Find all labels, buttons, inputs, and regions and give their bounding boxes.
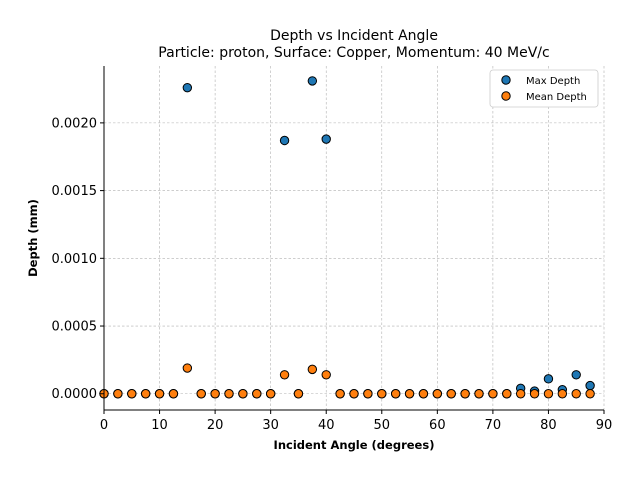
y-tick-label: 0.0015 — [52, 184, 98, 199]
data-point — [154, 389, 165, 399]
data-point — [279, 370, 290, 380]
data-point — [571, 389, 581, 399]
data-point — [307, 76, 318, 86]
data-point — [335, 389, 345, 399]
data-point — [307, 364, 318, 375]
data-point — [404, 389, 415, 399]
x-tick-label: 90 — [596, 418, 613, 433]
legend: Max Depth Mean Depth — [489, 69, 599, 108]
data-point — [349, 389, 359, 399]
data-point — [279, 135, 290, 146]
series-mean-depth — [99, 363, 595, 399]
x-tick-label: 30 — [262, 418, 279, 433]
data-point — [196, 389, 206, 399]
data-point — [418, 389, 429, 399]
data-point — [238, 389, 248, 399]
data-point — [168, 389, 179, 399]
x-tick-label: 60 — [429, 418, 446, 433]
data-point — [460, 389, 470, 399]
y-tick-label: 0.0010 — [52, 252, 98, 267]
y-tick-label: 0.0000 — [52, 387, 98, 402]
y-ticks: 0.0000 0.0005 0.0010 0.0015 0.0020 — [52, 116, 104, 402]
x-tick-label: 70 — [485, 418, 502, 433]
data-point — [182, 82, 193, 93]
data-point — [557, 389, 568, 399]
x-tick-label: 50 — [374, 418, 391, 433]
data-point — [293, 389, 304, 399]
data-point — [363, 389, 373, 399]
data-point — [432, 389, 443, 399]
data-point — [529, 389, 540, 399]
data-point — [390, 389, 401, 399]
data-points — [99, 76, 595, 399]
data-point — [585, 380, 595, 391]
y-axis-label: Depth (mm) — [26, 199, 40, 277]
data-point — [488, 389, 498, 399]
chart-subtitle: Particle: proton, Surface: Copper, Momen… — [158, 45, 549, 61]
data-point — [127, 389, 137, 399]
y-tick-label: 0.0020 — [52, 116, 98, 131]
data-point — [515, 389, 526, 399]
x-tick-label: 40 — [318, 418, 335, 433]
data-point — [474, 389, 484, 399]
data-point — [252, 389, 262, 399]
y-tick-label: 0.0005 — [52, 320, 98, 335]
data-point — [585, 389, 595, 399]
x-tick-label: 20 — [207, 418, 224, 433]
data-point — [377, 389, 387, 399]
data-point — [446, 389, 456, 399]
data-point — [210, 389, 220, 399]
grid — [103, 66, 605, 410]
legend-label-max-depth: Max Depth — [526, 76, 580, 87]
legend-marker-mean-depth — [501, 91, 511, 101]
x-tick-label: 10 — [151, 418, 168, 433]
data-point — [571, 370, 581, 380]
data-point — [543, 389, 554, 399]
data-point — [321, 370, 331, 380]
data-point — [113, 389, 123, 399]
x-axis-label: Incident Angle (degrees) — [274, 438, 435, 452]
data-point — [543, 374, 554, 384]
data-point — [321, 134, 331, 144]
data-point — [182, 363, 193, 373]
legend-marker-max-depth — [501, 75, 511, 85]
data-point — [140, 389, 151, 399]
x-tick-label: 0 — [100, 418, 108, 433]
chart-title: Depth vs Incident Angle — [270, 28, 438, 44]
x-tick-label: 80 — [540, 418, 557, 433]
legend-label-mean-depth: Mean Depth — [526, 92, 587, 103]
data-point — [224, 389, 234, 399]
series-max-depth — [99, 76, 595, 399]
data-point — [265, 389, 276, 399]
legend-box — [489, 69, 599, 108]
data-point — [502, 389, 512, 399]
x-ticks: 0 10 20 30 40 50 60 70 80 90 — [100, 410, 612, 433]
